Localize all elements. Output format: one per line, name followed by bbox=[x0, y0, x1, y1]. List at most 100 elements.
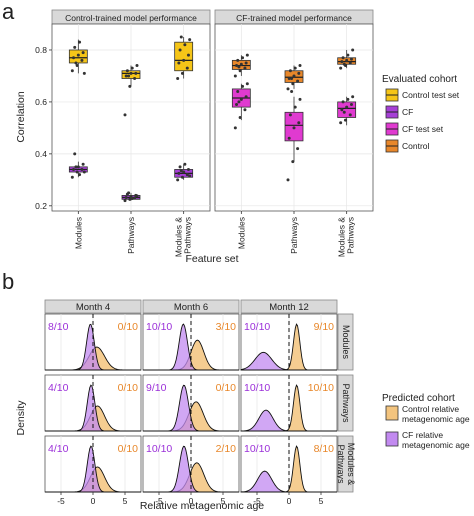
density-cf bbox=[143, 323, 239, 371]
panel-a-x-ticks: Modules Pathways Modules &Pathways Modules P… bbox=[73, 211, 356, 257]
x-tick-label-line: Pathways bbox=[346, 217, 356, 254]
data-point bbox=[286, 87, 290, 91]
legend-item-control: Control bbox=[385, 139, 430, 153]
data-point bbox=[343, 118, 347, 122]
data-point bbox=[76, 53, 80, 57]
data-point bbox=[130, 197, 134, 201]
panel-a-y-ticks: 0.2 0.4 0.6 0.8 bbox=[35, 45, 52, 211]
data-point bbox=[244, 95, 248, 99]
legend-item-cf-relative-metagenomic-age: CF relative metagenomic age bbox=[385, 430, 470, 450]
box-control-modules bbox=[231, 53, 251, 78]
data-point bbox=[183, 43, 187, 47]
control-count-label: 8/10 bbox=[314, 443, 335, 455]
data-point bbox=[75, 170, 79, 174]
x-tick-label-modules: Modules bbox=[73, 217, 83, 249]
data-point bbox=[235, 64, 239, 68]
data-point bbox=[182, 170, 186, 174]
data-point bbox=[348, 113, 352, 117]
data-point bbox=[290, 77, 294, 81]
data-point bbox=[178, 165, 182, 169]
data-point bbox=[186, 167, 190, 171]
density-cf bbox=[143, 384, 239, 432]
data-point bbox=[180, 175, 184, 179]
density-panel-modules-pathways-month-6: 10/10 2/10 bbox=[142, 435, 240, 493]
legend-item-control-test-set: Control test set bbox=[385, 88, 460, 102]
legend-label-line: metagenomic age bbox=[402, 414, 470, 424]
legend-item-cf: CF bbox=[385, 105, 413, 119]
legend-label: CF test set bbox=[402, 124, 444, 134]
y-tick-label: 0.6 bbox=[35, 97, 47, 107]
density-panel-pathways-month-6: 9/10 0/10 bbox=[142, 374, 240, 432]
data-point bbox=[185, 66, 189, 70]
box-iqr bbox=[174, 41, 194, 72]
y-tick-label: 0.2 bbox=[35, 201, 47, 211]
box-cf-test-set-pathways bbox=[284, 90, 304, 182]
data-point bbox=[341, 100, 345, 104]
x-tick-label: -5 bbox=[253, 496, 261, 506]
box-cf-modules bbox=[68, 152, 88, 179]
data-point bbox=[287, 136, 291, 140]
box-control-pathways bbox=[284, 64, 304, 91]
data-point bbox=[245, 82, 249, 86]
x-tick-label: 0 bbox=[287, 496, 292, 506]
data-point bbox=[124, 195, 128, 199]
data-point bbox=[135, 194, 139, 198]
data-point bbox=[123, 199, 127, 203]
data-point bbox=[238, 116, 242, 119]
row-strip-label: Modules &Pathways bbox=[336, 443, 356, 486]
column-strip-label: Month 4 bbox=[76, 302, 110, 313]
data-point bbox=[345, 58, 349, 62]
legend-swatch bbox=[385, 405, 399, 421]
data-point bbox=[245, 53, 249, 57]
density-panel-modules-pathways-month-4: 4/10 0/10 bbox=[44, 435, 142, 493]
panel-a-boxplots: Control-trained model performance CF-tra… bbox=[15, 9, 460, 265]
data-point bbox=[123, 113, 127, 117]
data-point bbox=[342, 62, 346, 66]
cf-count-label: 9/10 bbox=[146, 382, 167, 394]
x-tick-label: 5 bbox=[319, 496, 324, 506]
panel-b-legend-title: Predicted cohort bbox=[382, 393, 455, 404]
x-tick-label: 5 bbox=[221, 496, 226, 506]
data-point bbox=[134, 71, 138, 75]
data-point bbox=[80, 58, 84, 62]
panel-b-label: b bbox=[2, 269, 14, 294]
row-strip-pathways bbox=[337, 374, 354, 432]
panel-a-y-axis-label: Correlation bbox=[15, 91, 27, 143]
data-point bbox=[340, 108, 344, 112]
data-point bbox=[135, 64, 139, 68]
box-cf-test-set-modules bbox=[231, 82, 251, 130]
density-panel-modules-month-4: 8/10 0/10 bbox=[44, 313, 142, 371]
data-point bbox=[183, 162, 187, 166]
box-control-test-set-modules bbox=[68, 39, 88, 75]
data-point bbox=[186, 53, 190, 57]
column-strip-label: Month 12 bbox=[269, 302, 309, 313]
x-tick-label-line: Modules & bbox=[337, 217, 347, 257]
density-panel-modules-month-6: 10/10 3/10 bbox=[142, 313, 240, 371]
data-point bbox=[244, 61, 248, 65]
cf-count-label: 10/10 bbox=[244, 382, 270, 394]
control-count-label: 0/10 bbox=[216, 382, 237, 394]
data-point bbox=[292, 74, 296, 78]
data-point bbox=[288, 69, 292, 73]
data-point bbox=[177, 171, 181, 175]
data-point bbox=[287, 77, 291, 81]
data-point bbox=[81, 51, 85, 55]
data-point bbox=[349, 57, 353, 61]
legend-label-line: CF relative bbox=[402, 430, 443, 440]
control-count-label: 10/10 bbox=[308, 382, 334, 394]
data-point bbox=[82, 170, 86, 174]
row-strip-modules bbox=[337, 313, 354, 371]
data-point bbox=[80, 167, 84, 171]
row-strip-label-pathways: Pathways bbox=[341, 383, 351, 423]
data-point bbox=[345, 105, 349, 109]
density-cf bbox=[240, 351, 337, 371]
data-point bbox=[133, 196, 137, 200]
x-tick-label-modules-pathways: Modules &Pathways bbox=[174, 217, 193, 257]
panel-b-grid: Month 4 Month 6 Month 12ModulesPathwaysMod… bbox=[44, 299, 356, 493]
x-tick-label-line: Modules bbox=[236, 217, 246, 249]
legend-swatch bbox=[385, 431, 399, 447]
cf-count-label: 10/10 bbox=[244, 321, 270, 333]
data-point bbox=[340, 60, 344, 64]
density-panel-pathways-month-12: 10/10 10/10 bbox=[240, 374, 338, 432]
